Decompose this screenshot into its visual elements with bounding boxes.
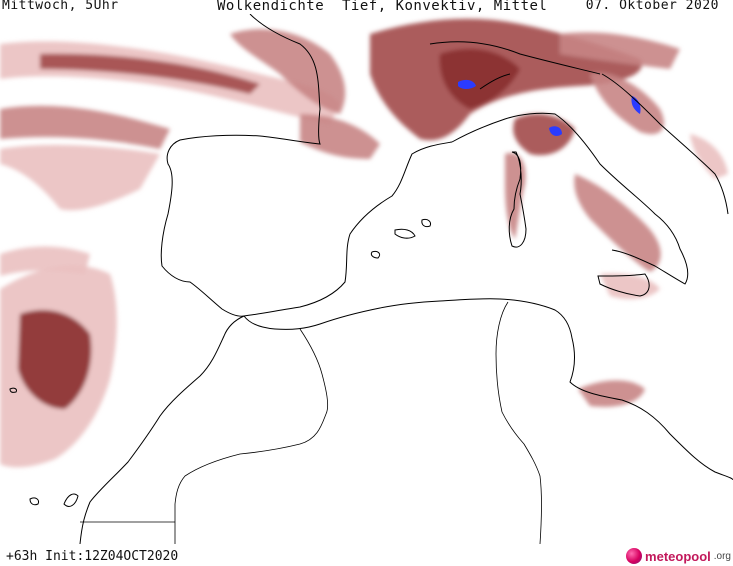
valid-time-label: Mittwoch, 5Uhr bbox=[2, 0, 119, 13]
cloud-area-atlantic-north bbox=[0, 29, 380, 211]
map-title: Wolkendichte Tief, Konvektiv, Mittel bbox=[217, 0, 548, 14]
convective-cells bbox=[458, 79, 641, 136]
logo-tld: .org bbox=[713, 550, 731, 562]
cloud-area-italy bbox=[505, 73, 728, 300]
cloud-density-map bbox=[0, 14, 733, 544]
coastlines bbox=[9, 14, 733, 544]
forecast-run-label: +63h Init:12Z04OCT2020 bbox=[6, 549, 179, 564]
meteopool-logo[interactable]: meteopool .org bbox=[626, 548, 731, 564]
logo-name: meteopool bbox=[645, 548, 711, 564]
meteopool-logo-icon bbox=[626, 548, 643, 564]
cloud-field bbox=[0, 18, 728, 468]
cloud-area-north-africa bbox=[578, 380, 645, 407]
valid-date-label: 07. Oktober 2020 bbox=[585, 0, 719, 13]
cloud-area-alps bbox=[370, 18, 680, 141]
cloud-area-atlantic-south bbox=[0, 246, 117, 468]
